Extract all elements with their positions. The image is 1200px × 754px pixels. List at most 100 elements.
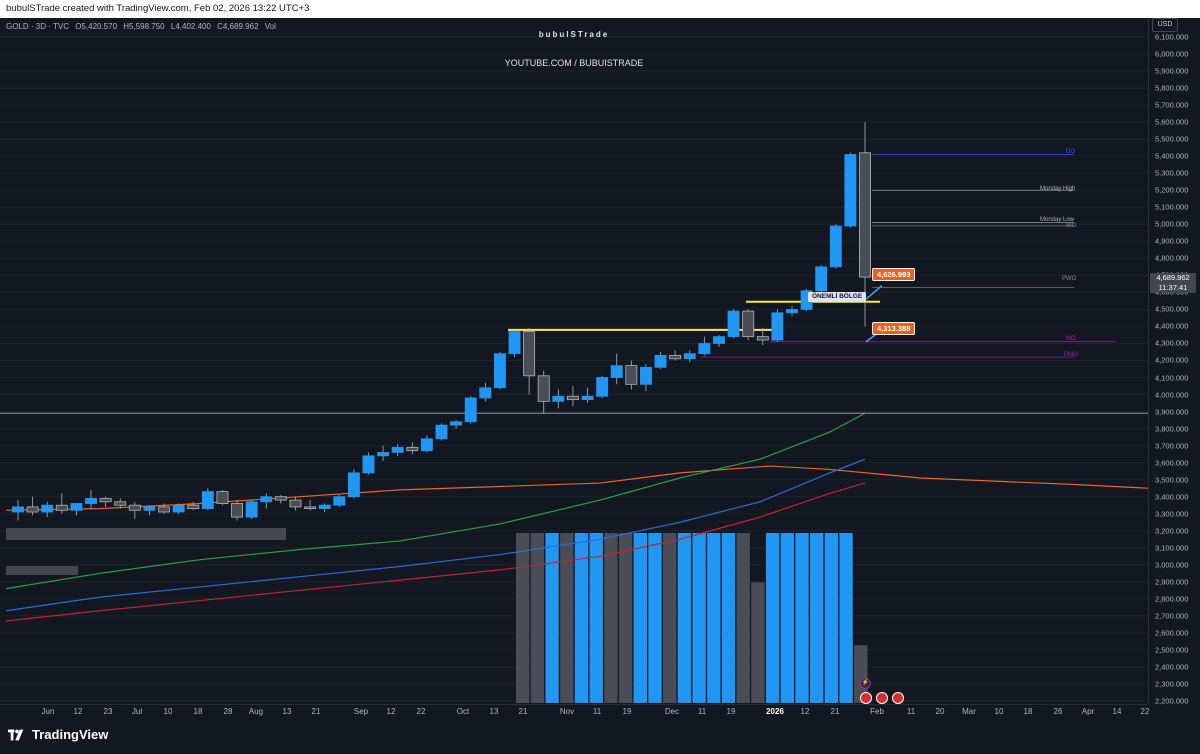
time-tick-label: 18 bbox=[1023, 707, 1033, 716]
volume-bar bbox=[736, 533, 750, 703]
time-tick-label: 12 bbox=[73, 707, 83, 716]
ma-red-line bbox=[5, 482, 866, 622]
time-tick-label: 2026 bbox=[766, 707, 784, 716]
candle-body bbox=[581, 395, 594, 401]
volume-bar bbox=[574, 533, 589, 703]
time-tick-label: 19 bbox=[726, 707, 736, 716]
time-tick-label: 23 bbox=[103, 707, 113, 716]
legend-symbol[interactable]: GOLD · 3D · TVC bbox=[6, 22, 69, 31]
chart-area[interactable]: GOLD · 3D · TVC O5,420.570 H5,598.750 L4… bbox=[0, 18, 1148, 704]
price-tag-upper[interactable]: 4,626.993 bbox=[872, 268, 916, 281]
price-tick-label: 2,800.000 bbox=[1155, 594, 1189, 604]
candle-body bbox=[128, 504, 141, 511]
flag-icon-3[interactable] bbox=[892, 692, 904, 704]
price-tick-label: 6,100.000 bbox=[1155, 32, 1189, 42]
left-volume-block-2 bbox=[6, 566, 78, 575]
candle-body bbox=[172, 504, 185, 513]
time-tick-label: 10 bbox=[163, 707, 173, 716]
candle-body bbox=[625, 365, 638, 385]
legend-vol: Vol bbox=[264, 22, 276, 31]
price-axis[interactable]: 6,100.000 6,000.000 5,900.000 5,800.000 5,70… bbox=[1148, 18, 1200, 706]
chart-canvas[interactable] bbox=[0, 18, 1148, 704]
price-tick-label: 6,000.000 bbox=[1155, 49, 1189, 59]
tradingview-logo-icon bbox=[8, 729, 24, 740]
time-tick-label: 14 bbox=[1112, 707, 1122, 716]
price-tick-label: 4,200.000 bbox=[1155, 355, 1189, 365]
price-tick-label: 3,800.000 bbox=[1155, 424, 1189, 434]
candle-body bbox=[187, 504, 200, 510]
time-tick-label: 21 bbox=[830, 707, 840, 716]
time-axis[interactable]: Jun 12 23 Jul 10 18 28 Aug 13 21 Sep 12 22 Oct 13 21 Nov… bbox=[0, 704, 1149, 719]
candle-body bbox=[756, 336, 769, 341]
level-lines bbox=[0, 154, 1148, 414]
tradingview-logo[interactable]: TradingView bbox=[8, 727, 108, 742]
price-tick-label: 3,300.000 bbox=[1155, 509, 1189, 519]
time-tick-label: Oct bbox=[456, 707, 470, 716]
candle-body bbox=[727, 310, 740, 338]
volume-bar bbox=[839, 533, 853, 703]
candle-body bbox=[289, 499, 302, 508]
time-tick-label: 22 bbox=[416, 707, 426, 716]
time-tick-label: 12 bbox=[386, 707, 396, 716]
volume-bar bbox=[824, 533, 839, 703]
candle-body bbox=[596, 377, 609, 397]
price-tick-label: 3,400.000 bbox=[1155, 492, 1189, 502]
price-tick-label: 2,400.000 bbox=[1155, 662, 1189, 672]
flag-icon-2[interactable] bbox=[876, 692, 888, 704]
candle-body bbox=[231, 503, 244, 518]
volume-bar bbox=[604, 533, 618, 703]
candle-body bbox=[493, 353, 506, 389]
volume-bars bbox=[516, 533, 868, 703]
label-monday-high: Monday High bbox=[1040, 186, 1076, 192]
footer: TradingView bbox=[0, 718, 1200, 754]
currency-button[interactable]: USD bbox=[1152, 18, 1178, 32]
volume-bar bbox=[810, 533, 824, 703]
watermark-title: bubulSTrade bbox=[538, 30, 610, 39]
candle-body bbox=[201, 491, 214, 510]
candle-body bbox=[420, 438, 433, 452]
time-tick-label: Sep bbox=[353, 707, 369, 716]
flag-icon-1[interactable] bbox=[860, 692, 872, 704]
watermark-url: YOUTUBE.COM / BUBUISTRADE bbox=[504, 58, 644, 68]
price-tick-label: 3,500.000 bbox=[1155, 475, 1189, 485]
price-tag-lower[interactable]: 4,313.388 bbox=[872, 322, 916, 335]
time-tick-label: 21 bbox=[518, 707, 528, 716]
tradingview-wordmark: TradingView bbox=[32, 727, 109, 742]
price-tick-label: 4,000.000 bbox=[1155, 390, 1189, 400]
price-tick-label: 5,400.000 bbox=[1155, 151, 1189, 161]
candle-body bbox=[41, 504, 54, 513]
time-tick-label: Feb bbox=[870, 707, 884, 716]
candle-body bbox=[552, 395, 565, 402]
candle-body bbox=[669, 354, 682, 360]
lightning-icon[interactable]: ⚡ bbox=[860, 678, 871, 689]
countdown-timer: 11:37:41 bbox=[1158, 283, 1188, 292]
price-tick-label: 2,600.000 bbox=[1155, 628, 1189, 638]
zone-label[interactable]: ÖNEMLİ BÖLGE bbox=[808, 292, 867, 302]
price-tick-label: 5,200.000 bbox=[1155, 185, 1189, 195]
volume-bar bbox=[633, 533, 647, 703]
legend-high: H5,598.750 bbox=[123, 22, 165, 31]
candle-body bbox=[99, 497, 112, 503]
candle-body bbox=[143, 506, 156, 511]
price-tick-label: 4,100.000 bbox=[1155, 373, 1189, 382]
label-pmo: PMO bbox=[1064, 352, 1078, 358]
creator-bar: bubulSTrade created with TradingView.com… bbox=[0, 0, 1200, 18]
time-tick-label: 10 bbox=[994, 707, 1004, 716]
ma-green-line bbox=[5, 412, 866, 590]
symbol-legend[interactable]: GOLD · 3D · TVC O5,420.570 H5,598.750 L4… bbox=[6, 22, 280, 31]
price-tick-label: 5,700.000 bbox=[1155, 100, 1189, 110]
candle-body bbox=[537, 375, 550, 402]
price-tick-label: 5,500.000 bbox=[1155, 134, 1189, 144]
price-tick-label: 5,800.000 bbox=[1155, 83, 1189, 93]
candle-body bbox=[479, 387, 492, 399]
candle-body bbox=[318, 504, 331, 510]
time-tick-label: 13 bbox=[282, 707, 292, 716]
price-tick-label: 4,500.000 bbox=[1155, 304, 1189, 314]
left-volume-block-1 bbox=[6, 528, 286, 540]
candle-body bbox=[70, 503, 83, 511]
time-tick-label: 11 bbox=[906, 707, 916, 716]
time-tick-label: 21 bbox=[311, 707, 321, 716]
time-tick-label: 28 bbox=[223, 707, 233, 716]
candle-body bbox=[742, 310, 755, 338]
time-tick-label: Mar bbox=[962, 707, 976, 716]
